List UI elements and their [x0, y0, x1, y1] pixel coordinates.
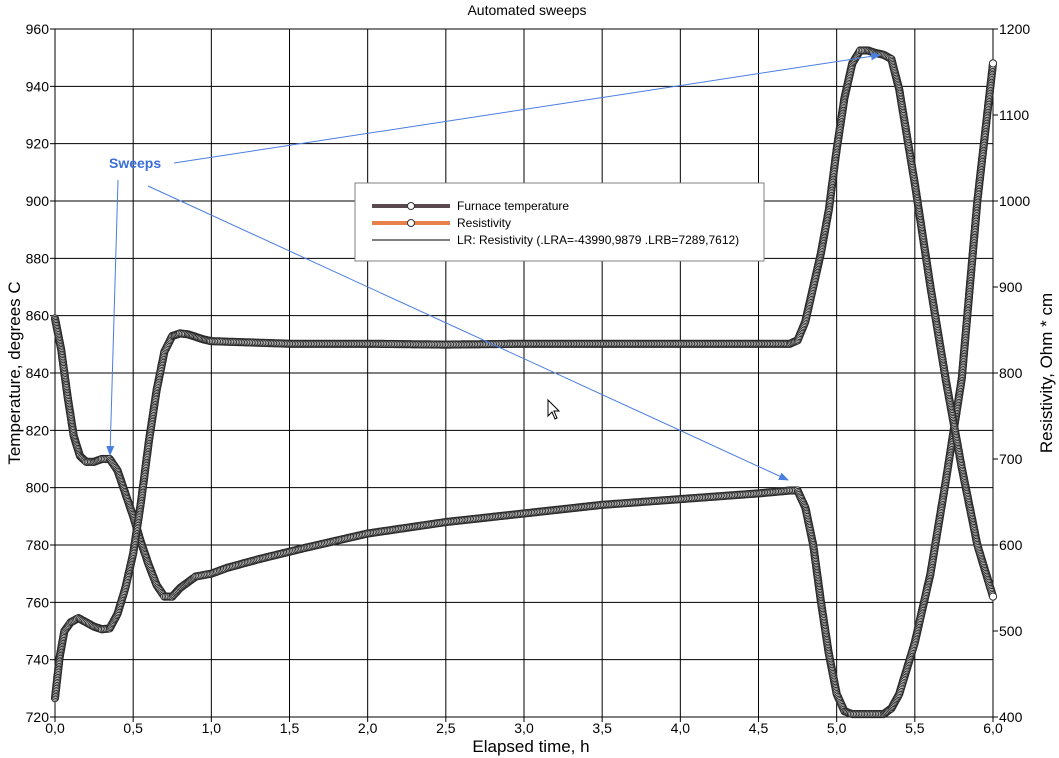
- x-tick-label: 6,0: [983, 720, 1003, 736]
- data-point: [988, 592, 998, 601]
- sweeps-arrow-2: [173, 52, 881, 164]
- y-axis-title: Temperature, degrees C: [5, 281, 24, 464]
- y-tick-label: 920: [26, 136, 50, 152]
- y2-tick-label: 600: [999, 537, 1023, 553]
- series-resistivity: [50, 46, 998, 703]
- x-tick-label: 4,0: [671, 720, 691, 736]
- y2-tick-label: 400: [999, 709, 1023, 725]
- data-point: [988, 59, 998, 68]
- y-tick-label: 760: [26, 594, 50, 610]
- sweeps-label: Sweeps: [109, 155, 161, 171]
- x-tick-label: 0,0: [45, 720, 65, 736]
- legend-label-resistivity: Resistivity: [457, 216, 511, 230]
- y2-tick-label: 1200: [999, 21, 1030, 37]
- legend-marker-resistivity: [407, 219, 415, 227]
- chart-title: Automated sweeps: [467, 2, 586, 18]
- mouse-cursor-icon: [547, 398, 561, 420]
- x-tick-label: 5,5: [905, 720, 925, 736]
- series-furnace-temperature: [50, 59, 998, 719]
- y2-tick-label: 800: [999, 365, 1023, 381]
- sweeps-arrow-1: [106, 179, 119, 456]
- y2-tick-label: 700: [999, 451, 1023, 467]
- y-tick-label: 840: [26, 365, 50, 381]
- x-tick-label: 2,0: [358, 720, 378, 736]
- x-tick-label: 5,0: [827, 720, 847, 736]
- x-tick-label: 0,5: [123, 720, 143, 736]
- y-tick-label: 900: [26, 193, 50, 209]
- y2-tick-label: 1000: [999, 193, 1030, 209]
- y-tick-label: 940: [26, 78, 50, 94]
- y-tick-label: 820: [26, 422, 50, 438]
- y-tick-label: 720: [26, 709, 50, 725]
- grid: [50, 28, 998, 722]
- sweeps-arrow-3: [147, 185, 789, 481]
- x-tick-label: 1,5: [280, 720, 300, 736]
- x-tick-label: 1,0: [202, 720, 222, 736]
- y-tick-label: 740: [26, 652, 50, 668]
- x-tick-label: 3,5: [592, 720, 612, 736]
- x-tick-label: 2,5: [436, 720, 456, 736]
- x-axis-title: Elapsed time, h: [472, 737, 589, 756]
- y-tick-label: 960: [26, 21, 50, 37]
- y2-axis-title: Resistivity, Ohm * cm: [1037, 293, 1056, 453]
- y2-tick-label: 1100: [999, 107, 1029, 123]
- y2-tick-label: 900: [999, 279, 1023, 295]
- legend-label-furnace: Furnace temperature: [457, 199, 569, 213]
- x-tick-label: 4,5: [749, 720, 769, 736]
- sweeps-annotation: Sweeps: [106, 52, 881, 481]
- tick-labels: 0,0 0,5 1,0 1,5 2,0 2,5 3,0 3,5 4,0 4,5 5,0 5,5 6,0 7…: [26, 21, 1031, 736]
- y-tick-label: 800: [26, 480, 50, 496]
- y2-tick-label: 500: [999, 623, 1023, 639]
- y-tick-label: 880: [26, 250, 50, 266]
- legend-label-lr: LR: Resistivity (.LRA=-43990,9879 .LRB=7…: [457, 233, 739, 247]
- y-tick-label: 860: [26, 308, 50, 324]
- series-layer: [50, 46, 998, 719]
- legend: Furnace temperature Resistivity LR: Resi…: [354, 182, 765, 262]
- legend-marker-furnace: [407, 202, 415, 210]
- x-tick-label: 3,0: [514, 720, 534, 736]
- y-tick-label: 780: [26, 537, 50, 553]
